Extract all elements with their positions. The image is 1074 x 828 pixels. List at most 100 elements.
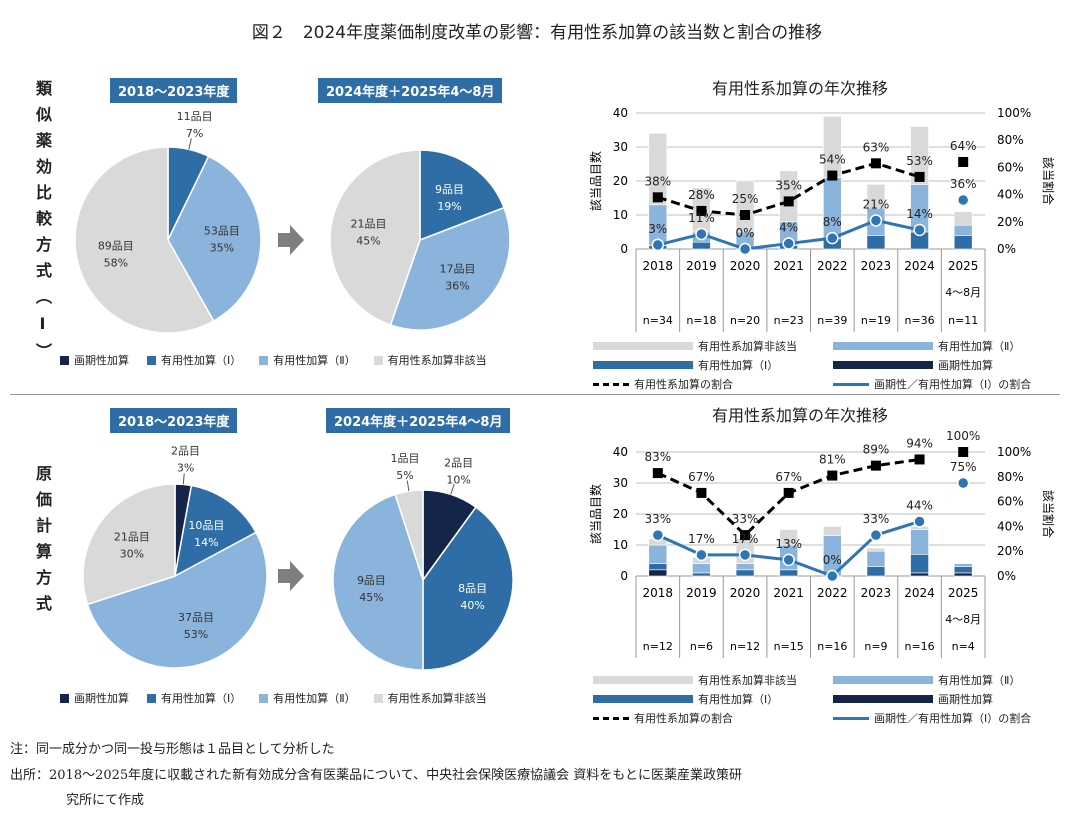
- y-tick-label: 20: [613, 174, 628, 188]
- section-label-similar: 類似薬効比較方式（Ⅰ）: [33, 80, 52, 369]
- legend-item: 有用性加算（Ⅱ）: [833, 672, 1073, 688]
- x-tick-label: 2025: [948, 259, 979, 273]
- legend-swatch: [373, 693, 383, 703]
- y2-tick-label: 40%: [997, 519, 1024, 533]
- marker-ratio_all: [783, 487, 794, 498]
- bar-useful1: [953, 235, 973, 250]
- legend-item: 有用性加算（Ⅱ）: [833, 338, 1073, 354]
- legend-label: 有用性加算（Ⅰ）: [698, 359, 779, 372]
- legend-item: 有用性加算（Ⅰ）: [147, 352, 241, 368]
- bar-useful1: [648, 563, 668, 571]
- source-text-cont: 究所にて作成: [66, 793, 145, 808]
- data-label-ratio_all: 54%: [819, 153, 846, 167]
- y-tick-label: 10: [613, 208, 628, 222]
- legend-swatch: [833, 676, 933, 684]
- combo-legend: 有用性系加算非該当 有用性加算（Ⅱ） 有用性加算（Ⅰ） 画期性加算 有用性系加算の割合 画…: [593, 672, 1073, 726]
- legend-swatch: [833, 361, 933, 369]
- pie-percent-label: 10%: [446, 473, 470, 486]
- marker-ratio_all: [870, 460, 881, 471]
- legend-item: 画期性加算: [833, 691, 1073, 707]
- bar-useful2: [692, 563, 711, 574]
- bar-useful1: [866, 566, 886, 577]
- legend-label: 画期性加算: [938, 693, 993, 706]
- combo-legend: 有用性系加算非該当 有用性加算（Ⅱ） 有用性加算（Ⅰ） 画期性加算 有用性系加算の割合 画…: [593, 338, 1073, 392]
- x-tick-label: 2022: [817, 259, 848, 273]
- data-label-ratio_all: 28%: [688, 188, 715, 202]
- pie-count-label: 9品目: [357, 574, 386, 587]
- leader-line: [406, 480, 410, 492]
- pie-count-label: 8品目: [458, 582, 487, 595]
- legend-swatch: [259, 693, 269, 703]
- pie-count-label: 21品目: [351, 217, 387, 230]
- data-label-ratio_12: 33%: [644, 512, 671, 526]
- pie-count-label: 2品目: [171, 445, 200, 458]
- marker-ratio_12: [913, 223, 926, 237]
- y2-tick-label: 20%: [997, 544, 1024, 558]
- legend-item: 有用性系加算非該当: [593, 338, 833, 354]
- marker-ratio_all: [870, 158, 881, 169]
- legend-label: 有用性加算（Ⅱ）: [273, 692, 356, 705]
- bar-non: [779, 529, 798, 546]
- pie-title: 2018～2023年度: [110, 78, 238, 103]
- legend-swatch: [60, 355, 69, 365]
- marker-ratio_12: [651, 238, 665, 252]
- y2-tick-label: 0%: [997, 569, 1016, 583]
- x-tick-label: 2023: [861, 586, 892, 600]
- marker-ratio_all: [827, 170, 838, 181]
- legend-label: 有用性系加算の割合: [634, 378, 733, 391]
- y-tick-label: 0: [620, 569, 628, 583]
- n-label: n=6: [690, 640, 713, 653]
- pie-legend: 画期性加算 有用性加算（Ⅰ） 有用性加算（Ⅱ） 有用性系加算非該当: [60, 690, 487, 706]
- figure-title: 図２ 2024年度薬価制度改革の影響：有用性系加算の該当数と割合の推移: [251, 23, 823, 43]
- marker-ratio_12: [738, 548, 752, 562]
- pie-count-label: 2品目: [444, 456, 473, 469]
- legend-swatch: [833, 342, 933, 350]
- y2-axis-title: 該当割合: [1041, 490, 1056, 538]
- y-axis-title: 該当品目数: [588, 151, 603, 211]
- marker-ratio_all: [652, 192, 663, 203]
- data-label-ratio_12: 75%: [950, 460, 977, 474]
- marker-ratio_12: [826, 231, 839, 245]
- y2-tick-label: 100%: [997, 445, 1031, 459]
- marker-ratio_12: [826, 569, 839, 583]
- n-label: n=9: [864, 640, 887, 653]
- legend-swatch: [259, 355, 269, 365]
- pie-slice-useful2: [332, 493, 424, 671]
- legend-swatch: [147, 693, 156, 703]
- y2-tick-label: 40%: [997, 188, 1024, 202]
- n-label: n=4: [952, 640, 975, 653]
- legend-label: 有用性加算（Ⅰ）: [698, 693, 779, 706]
- pie-percent-label: 36%: [445, 279, 469, 292]
- combo-title: 有用性系加算の年次推移: [712, 79, 889, 98]
- pie-title: 2024年度＋2025年4～8月: [318, 78, 503, 103]
- n-label: n=12: [643, 640, 673, 653]
- pie-count-label: 21品目: [114, 531, 150, 544]
- marker-ratio_all: [958, 156, 969, 167]
- marker-ratio_12: [956, 193, 970, 207]
- marker-ratio_all: [740, 210, 751, 220]
- pie-percent-label: 19%: [437, 200, 461, 213]
- data-label-ratio_all: 89%: [863, 443, 890, 457]
- data-label-ratio_all: 100%: [946, 429, 980, 443]
- bar-useful2: [735, 563, 755, 571]
- legend-swatch: [593, 676, 693, 684]
- section-label-cost: 原価計算方式: [33, 465, 52, 621]
- legend-item: 画期性／有用性加算（Ⅰ）の割合: [833, 710, 1073, 726]
- legend-item: 画期性加算: [833, 357, 1073, 373]
- pie-slice-useful2: [86, 531, 268, 669]
- bar-useful1: [910, 553, 929, 574]
- data-label-ratio_12: 17%: [688, 532, 715, 546]
- legend-label: 有用性加算（Ⅱ）: [273, 354, 356, 367]
- legend-item: 画期性加算: [60, 352, 129, 368]
- bar-non: [866, 184, 886, 209]
- pie-legend: 画期性加算 有用性加算（Ⅰ） 有用性加算（Ⅱ） 有用性系加算非該当: [60, 352, 487, 368]
- data-label-ratio_12: 0%: [736, 226, 755, 240]
- data-label-ratio_12: 21%: [863, 197, 890, 211]
- marker-ratio_12: [695, 548, 708, 562]
- y-axis-title: 該当品目数: [588, 484, 603, 544]
- marker-ratio_all: [914, 454, 925, 465]
- legend-label: 画期性加算: [74, 692, 129, 705]
- marker-ratio_12: [782, 237, 795, 250]
- legend-item: 有用性系加算の割合: [593, 710, 833, 726]
- pie-percent-label: 3%: [177, 462, 194, 475]
